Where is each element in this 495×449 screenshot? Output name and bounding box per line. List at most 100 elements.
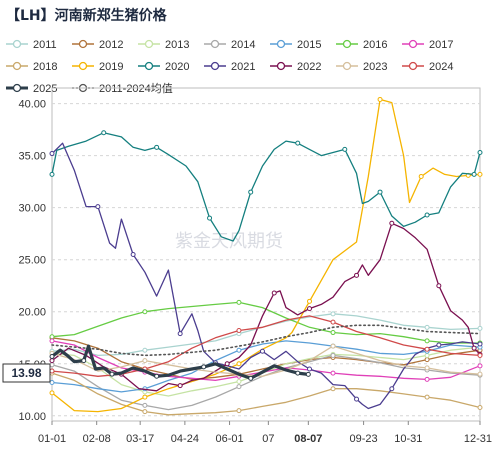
data-point — [389, 220, 395, 226]
legend-marker — [12, 39, 22, 49]
legend-marker — [210, 39, 220, 49]
data-point — [477, 371, 483, 377]
legend-marker — [144, 61, 154, 71]
data-point — [307, 298, 313, 304]
legend-label: 2014 — [231, 39, 255, 51]
data-point — [49, 353, 55, 359]
legend-marker — [408, 61, 418, 71]
data-point — [295, 140, 301, 146]
y-tick-label: 35.00 — [18, 151, 46, 163]
series-line-2025 — [50, 344, 310, 380]
data-point — [330, 319, 336, 325]
data-point — [248, 375, 254, 381]
data-point — [130, 252, 136, 257]
series-line-2022 — [51, 222, 481, 392]
legend-marker — [12, 61, 22, 71]
x-tick-label: 08-07 — [294, 433, 322, 445]
data-point — [354, 272, 360, 278]
data-point — [271, 290, 277, 296]
legend-item[interactable]: 2021 — [204, 61, 255, 73]
data-point — [418, 173, 424, 179]
x-tick-label: 06-01 — [215, 433, 243, 445]
data-point — [424, 338, 430, 344]
legend-label: 2024 — [429, 61, 453, 73]
data-point — [201, 364, 207, 370]
legend: 2011 2012 2013 2014 2015 2016 2017 2018 2019 2020… — [6, 39, 453, 95]
series-line-2018 — [51, 372, 481, 416]
y-tick-label: 20.00 — [18, 307, 46, 319]
series-line-2020 — [51, 132, 481, 242]
data-point — [330, 311, 336, 317]
legend-item[interactable]: 2019 — [72, 61, 123, 73]
legend-item[interactable]: 2024 — [402, 61, 453, 73]
legend-item[interactable]: 2023 — [336, 61, 387, 73]
x-tick-label: 03-17 — [126, 433, 154, 445]
data-point — [177, 383, 183, 389]
y-tick-label: 40.00 — [18, 99, 46, 111]
legend-label: 2015 — [297, 39, 321, 51]
legend-marker — [342, 39, 352, 49]
legend-item[interactable]: 2018 — [6, 61, 57, 73]
legend-item[interactable]: 2017 — [402, 39, 453, 51]
legend-item[interactable]: 2011 — [6, 39, 57, 51]
data-point — [142, 394, 148, 400]
current-value-label: 13.98 — [11, 366, 41, 380]
data-point — [389, 386, 395, 392]
legend-item[interactable]: 2022 — [270, 61, 321, 73]
data-point — [424, 212, 430, 218]
data-point — [101, 130, 107, 136]
data-point — [424, 324, 430, 330]
legend-marker — [276, 39, 286, 49]
data-point — [424, 365, 430, 371]
series-line-2015 — [51, 340, 481, 393]
data-point — [154, 373, 160, 379]
legend-label: 2016 — [363, 39, 387, 51]
data-point — [330, 370, 336, 376]
legend-item[interactable]: 2020 — [138, 61, 189, 73]
data-point — [259, 348, 265, 354]
series-layer — [49, 96, 483, 416]
x-tick-label: 07 — [262, 433, 274, 445]
data-point — [248, 189, 254, 195]
data-point — [305, 371, 311, 377]
data-point — [142, 358, 148, 364]
data-point — [330, 343, 336, 349]
data-point — [477, 341, 483, 347]
legend-item[interactable]: 2015 — [270, 39, 321, 51]
data-point — [177, 331, 183, 337]
legend-label: 2011 — [33, 39, 57, 51]
data-point — [142, 309, 148, 315]
data-point — [142, 409, 148, 415]
chart-title: 【LH】河南新郑生猪价格 — [6, 7, 168, 24]
data-point — [49, 338, 55, 344]
data-point — [154, 144, 160, 150]
y-tick-label: 10.00 — [18, 411, 46, 423]
legend-label: 2021 — [231, 61, 255, 73]
data-point — [236, 361, 242, 367]
data-point — [236, 378, 242, 384]
series-line-2019 — [51, 98, 481, 413]
legend-item[interactable]: 2012 — [72, 39, 123, 51]
data-point — [236, 327, 242, 333]
legend-item[interactable]: 2014 — [204, 39, 255, 51]
legend-label: 2023 — [363, 61, 387, 73]
data-point — [81, 358, 87, 364]
current-value-frame — [2, 363, 51, 383]
data-point — [236, 347, 242, 353]
data-point — [354, 396, 360, 402]
series-line-2011-2024均值 — [51, 324, 481, 357]
legend-marker — [78, 39, 88, 49]
legend-item[interactable]: 2016 — [336, 39, 387, 51]
series-line-2023 — [51, 345, 481, 377]
data-point — [424, 394, 430, 400]
data-point — [477, 325, 483, 331]
legend-item[interactable]: 2013 — [138, 39, 189, 51]
x-tick-label: 04-24 — [171, 433, 199, 445]
legend-label: 2020 — [165, 61, 189, 73]
series-line-2021 — [51, 142, 481, 410]
data-point — [49, 368, 55, 374]
legend-item[interactable]: 2025 — [6, 83, 57, 95]
data-point — [477, 352, 483, 358]
data-point — [477, 171, 483, 177]
